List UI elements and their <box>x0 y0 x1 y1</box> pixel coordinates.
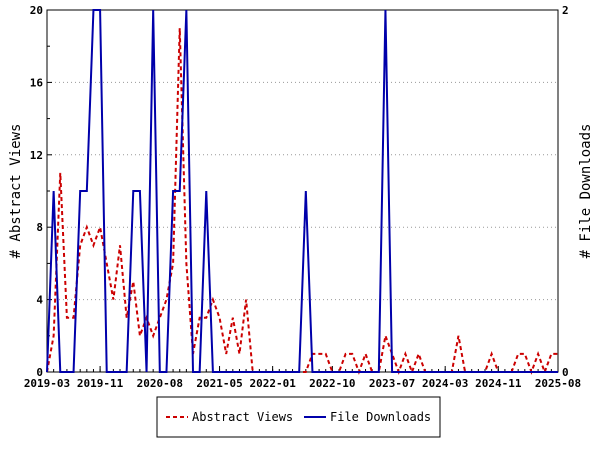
tick-label-x: 2024-03 <box>422 377 468 390</box>
left-axis-title: # Abstract Views <box>8 124 24 259</box>
legend-label-file-downloads: File Downloads <box>330 410 431 424</box>
tick-label-y-left: 0 <box>36 366 43 379</box>
tick-label-x: 2019-11 <box>77 377 124 390</box>
right-axis-title: # File Downloads <box>578 124 594 259</box>
series-line-file-downloads <box>46 9 558 373</box>
tick-label-y-left: 8 <box>36 221 43 234</box>
tick-label-x: 2022-10 <box>309 377 355 390</box>
tick-label-y-right: 0 <box>562 366 569 379</box>
tick-label-x: 2021-05 <box>196 377 242 390</box>
tick-label-x: 2024-11 <box>475 377 522 390</box>
tick-labels: 0 4 8 12 16 20 0 2 2019-03 2019-11 2020-08 2021-05 2… <box>24 4 581 390</box>
tick-label-y-left: 4 <box>36 294 43 307</box>
tick-label-y-left: 16 <box>30 76 44 89</box>
tick-label-x: 2025-08 <box>535 377 581 390</box>
tick-label-x: 2019-03 <box>24 377 70 390</box>
tick-label-x: 2023-07 <box>369 377 415 390</box>
tick-label-x: 2020-08 <box>137 377 183 390</box>
legend: Abstract Views File Downloads <box>156 396 441 438</box>
legend-box <box>156 396 441 438</box>
tick-label-y-left: 12 <box>30 149 43 162</box>
tick-label-y-left: 20 <box>30 4 43 17</box>
plot-area <box>46 9 559 373</box>
series-layer <box>46 9 558 375</box>
tick-label-y-right: 2 <box>562 4 569 17</box>
legend-label-abstract-views: Abstract Views <box>192 410 293 424</box>
tick-label-x: 2022-01 <box>249 377 296 390</box>
